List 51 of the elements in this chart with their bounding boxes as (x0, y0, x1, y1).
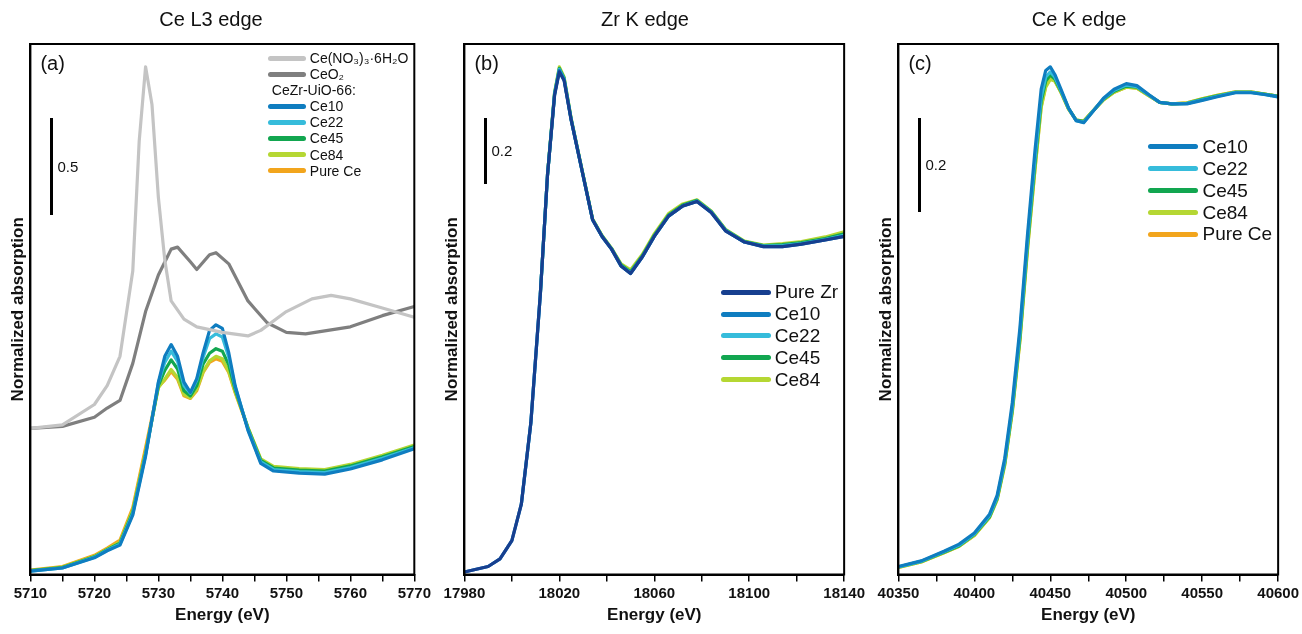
annotation: 0.2 (925, 156, 947, 174)
legend-label: Ce84 (309, 146, 344, 163)
legend-label: Ce22 (774, 325, 821, 347)
chart-title: Ce K edge (1031, 7, 1127, 30)
chart-title: Ce L3 edge (159, 7, 263, 30)
x-axis-title: Energy (eV) (175, 605, 270, 625)
legend-label: Ce10 (774, 303, 821, 326)
x-tick-label: 40450 (1029, 583, 1072, 601)
x-tick-label: 18060 (633, 583, 676, 601)
x-tick-label: 5720 (77, 583, 112, 601)
legend-label: Ce22 (1202, 157, 1248, 180)
x-tick-label: 5740 (205, 583, 240, 601)
y-axis-title: Normalized absorption (441, 217, 461, 402)
x-tick-label: 40350 (877, 583, 920, 601)
legend-label: Ce45 (1202, 179, 1248, 202)
y-axis-title: Normalized absorption (875, 217, 895, 402)
x-tick-label: 40550 (1181, 583, 1224, 601)
legend-label: Ce10 (1202, 136, 1248, 158)
legend-title: CeZr-UiO-66: (271, 82, 357, 99)
x-tick-label: 18140 (823, 583, 865, 601)
legend-label: Ce84 (1202, 201, 1248, 224)
x-tick-label: 5750 (269, 583, 304, 601)
legend-label: CeO₂ (309, 66, 345, 83)
annotation: (b) (474, 52, 499, 75)
x-tick-label: 5760 (333, 583, 368, 601)
x-tick-label: 18020 (538, 583, 581, 601)
legend-label: Pure Ce (309, 162, 362, 179)
legend-label: Ce(NO₃)₃·6H₂O (309, 50, 409, 67)
annotation: (c) (908, 52, 932, 75)
legend-label: Pure Ce (1202, 223, 1273, 246)
x-tick-label: 40500 (1105, 583, 1148, 601)
x-tick-label: 18100 (728, 583, 771, 601)
legend-label: Ce45 (309, 130, 344, 147)
legend-label: Pure Zr (774, 281, 839, 304)
x-tick-label: 40400 (953, 583, 996, 601)
x-tick-label: 5770 (397, 583, 431, 601)
legend-label: Ce84 (774, 368, 821, 391)
x-tick-label: 5710 (13, 583, 48, 601)
x-tick-label: 17980 (443, 583, 486, 601)
x-axis-title: Energy (eV) (1041, 605, 1136, 625)
legend-label: Ce22 (309, 114, 344, 131)
legend-label: Ce45 (774, 346, 821, 369)
y-axis-title: Normalized absorption (7, 217, 27, 402)
x-axis-title: Energy (eV) (607, 605, 702, 625)
annotation: 0.2 (491, 142, 513, 160)
annotation: 0.5 (57, 157, 79, 175)
legend-label: Ce10 (309, 98, 344, 115)
annotation: (a) (40, 52, 65, 75)
chart-title: Zr K edge (601, 7, 689, 30)
x-tick-label: 40600 (1257, 583, 1299, 601)
x-tick-label: 5730 (141, 583, 176, 601)
